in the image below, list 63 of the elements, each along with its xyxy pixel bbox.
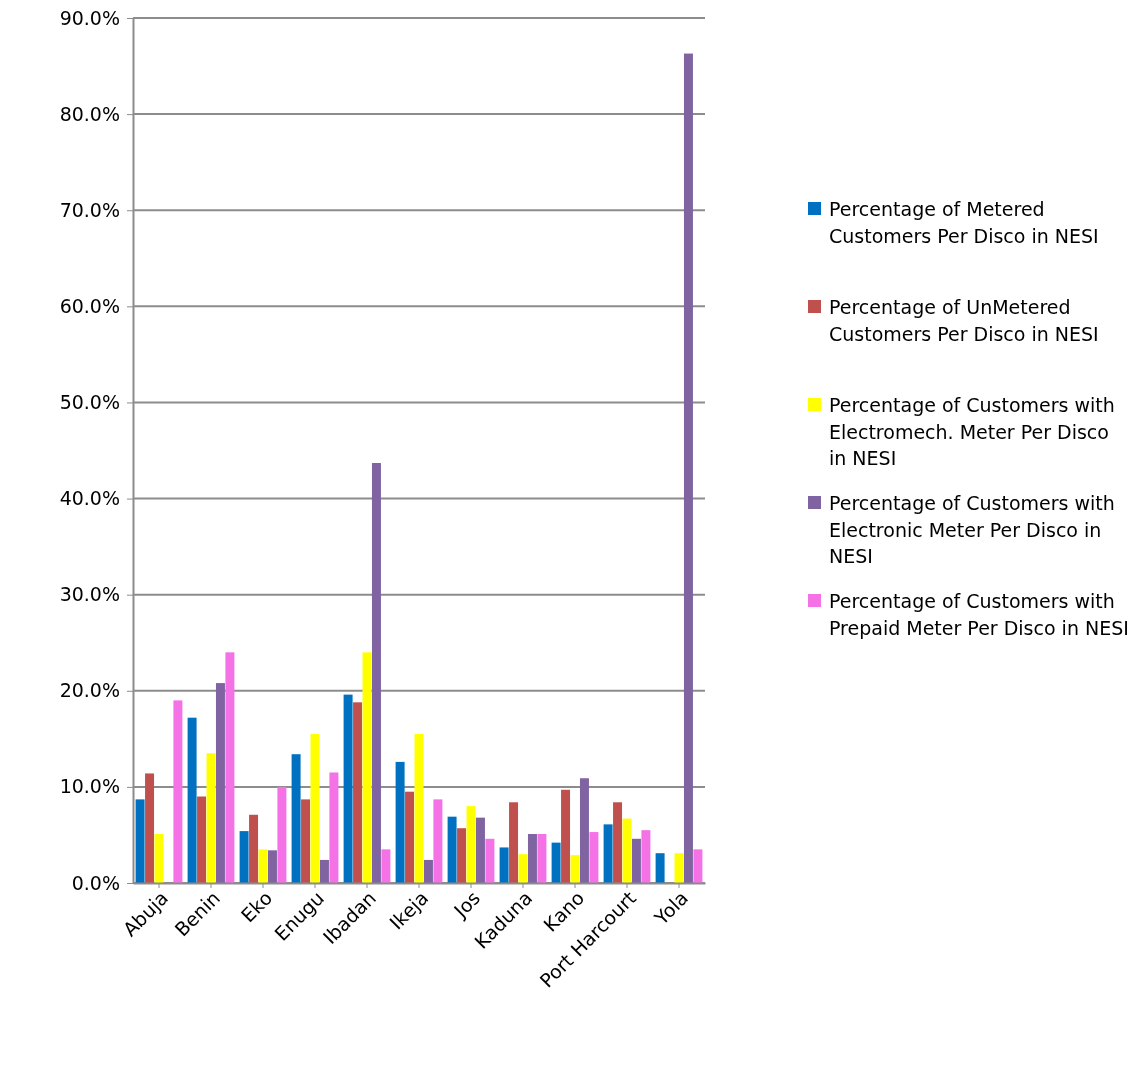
bar [301,799,311,883]
bar [631,838,641,883]
bar [135,799,145,883]
y-tick-label: 90.0% [59,6,120,29]
bar [693,849,703,883]
bar [291,754,301,883]
bar [267,850,277,883]
bar [353,702,363,883]
legend-label: Percentage of Customers with Electromech. Meter Per Disco in NESI [829,394,1115,470]
bar [641,830,651,883]
legend-label: Percentage of Customers with Prepaid Meter Per Disco in NESI [829,590,1129,639]
bar [561,789,571,883]
bar [371,462,381,883]
bar [277,786,287,883]
bar [225,652,235,883]
bar [570,855,580,883]
bar [239,831,249,883]
legend-label: Percentage of UnMetered Customers Per Disco in NESI [829,296,1099,345]
bar [537,833,547,883]
bar [447,816,457,883]
bar [381,849,391,883]
x-tick-label: Eko [236,886,277,927]
x-tick-label: Yola [649,886,693,930]
y-tick-label: 10.0% [59,775,120,798]
bar [319,859,329,883]
y-tick-label: 50.0% [59,391,120,414]
bar [613,802,623,883]
bar [343,694,353,883]
bar [603,824,613,883]
bar [145,773,155,883]
bar [405,791,415,883]
y-tick-label: 80.0% [59,102,120,125]
legend-label: Percentage of Customers with Electronic Meter Per Disco in NESI [829,492,1115,568]
bar [173,700,183,883]
y-tick-label: 70.0% [59,198,120,221]
bar [527,833,537,883]
bar [655,853,665,883]
y-tick-label: 60.0% [59,294,120,317]
bar [457,828,467,883]
bar [551,842,561,883]
bar [197,796,207,883]
legend-label: Percentage of Metered Customers Per Disco in NESI [829,198,1099,247]
bar [509,802,519,883]
bar [433,799,443,883]
y-tick-label: 30.0% [59,583,120,606]
bar [187,717,197,883]
bar [485,838,495,883]
y-tick-label: 20.0% [59,679,120,702]
bar [215,683,225,883]
bar [589,832,599,883]
bar [518,854,528,883]
bar [258,849,268,883]
bar [329,772,339,883]
bar [395,761,405,883]
bar [579,778,589,883]
y-tick-label: 0.0% [71,871,120,894]
bar [674,853,684,883]
y-tick-label: 40.0% [59,487,120,510]
bar [475,817,485,883]
bar [683,53,693,883]
bar [499,847,509,883]
bar [423,859,433,883]
bar [249,814,259,883]
